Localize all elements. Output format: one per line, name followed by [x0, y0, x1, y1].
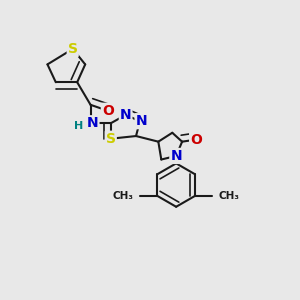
Text: CH₃: CH₃	[112, 191, 134, 201]
Text: N: N	[136, 114, 147, 128]
Text: S: S	[106, 132, 116, 146]
Text: O: O	[190, 133, 202, 147]
Text: O: O	[102, 104, 114, 118]
Text: H: H	[74, 121, 83, 131]
Text: N: N	[170, 149, 182, 163]
Text: S: S	[68, 42, 78, 56]
Text: CH₃: CH₃	[219, 191, 240, 201]
Text: N: N	[87, 116, 98, 130]
Text: N: N	[120, 108, 131, 122]
